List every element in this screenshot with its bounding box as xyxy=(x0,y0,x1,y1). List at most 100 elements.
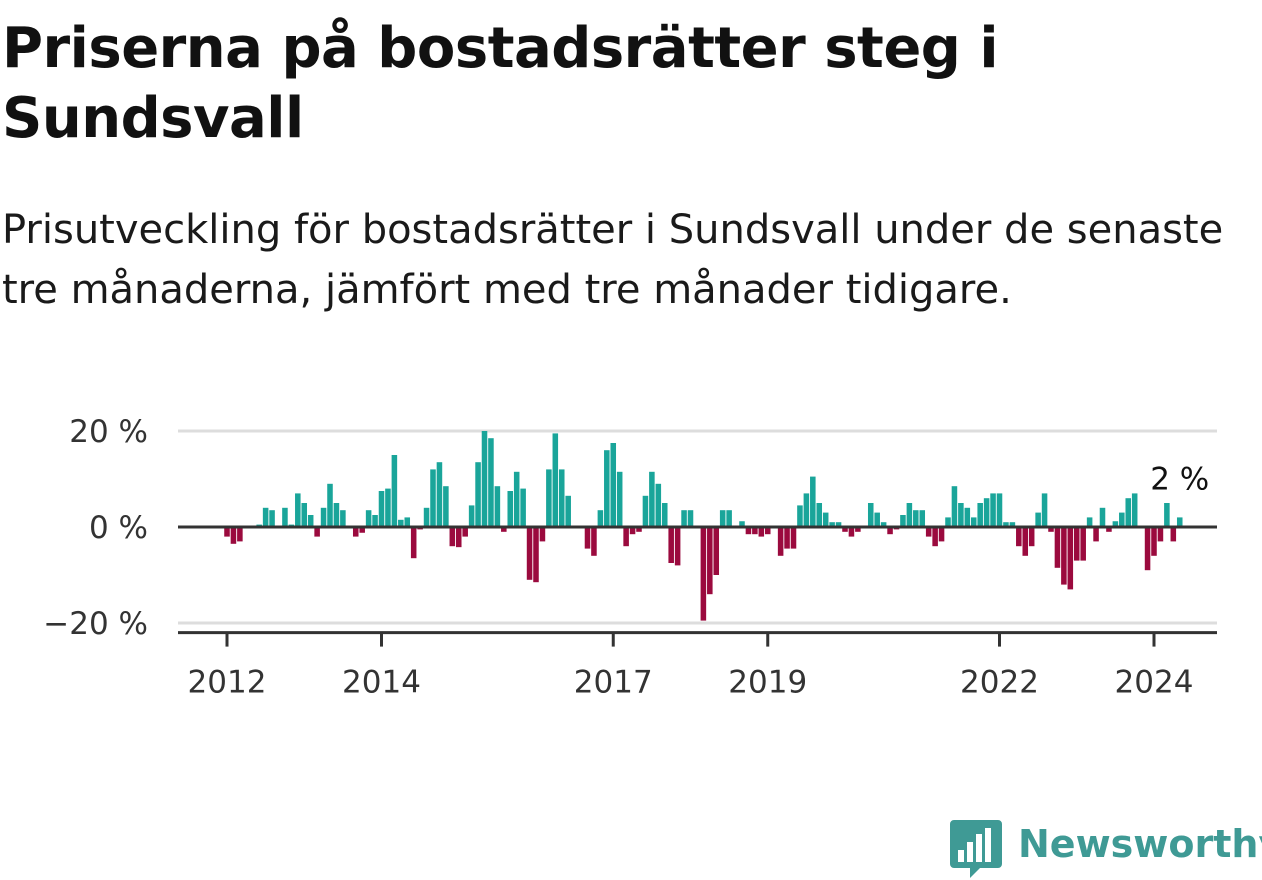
bar xyxy=(410,527,417,559)
bar xyxy=(623,527,629,547)
bar xyxy=(1119,512,1125,527)
y-tick-label: −20 % xyxy=(43,606,148,642)
bar xyxy=(1035,512,1041,527)
bar xyxy=(1028,527,1035,547)
bar xyxy=(707,527,713,595)
bar xyxy=(301,503,308,527)
bar xyxy=(430,469,436,527)
bar xyxy=(591,527,597,556)
bar xyxy=(713,527,720,575)
bar xyxy=(958,503,964,527)
bar xyxy=(391,455,398,527)
bar xyxy=(758,527,765,537)
bar xyxy=(842,527,848,532)
bar xyxy=(340,510,346,527)
bar xyxy=(526,527,533,580)
bar xyxy=(1061,527,1067,585)
bar xyxy=(443,486,449,527)
bar xyxy=(1106,527,1112,532)
bar xyxy=(900,515,906,527)
bar xyxy=(925,527,932,537)
bar xyxy=(1144,527,1151,571)
logo-text: Newsworthy xyxy=(1018,822,1262,866)
bar xyxy=(996,493,1003,527)
bar xyxy=(295,493,301,527)
bar xyxy=(423,507,430,527)
bar xyxy=(687,510,694,527)
bar xyxy=(372,515,378,527)
bar xyxy=(668,527,674,563)
bar xyxy=(964,507,971,527)
bar xyxy=(597,510,604,527)
x-tick-label: 2019 xyxy=(728,665,807,701)
bar xyxy=(674,527,681,566)
bar xyxy=(230,527,237,544)
bar xyxy=(983,498,990,527)
bar xyxy=(616,471,623,527)
bar xyxy=(649,471,655,527)
bar xyxy=(867,503,874,527)
bar xyxy=(378,491,385,527)
bar xyxy=(552,433,559,527)
bar xyxy=(333,503,340,527)
bar xyxy=(481,431,488,527)
bar xyxy=(977,503,983,527)
bar xyxy=(1003,522,1009,527)
bar xyxy=(642,495,649,527)
bar xyxy=(1016,527,1022,547)
bar xyxy=(436,462,443,527)
bar xyxy=(822,512,829,527)
chart-title: Priserna på bostadsrätter steg i Sundsva… xyxy=(2,16,999,151)
bar xyxy=(816,503,823,527)
bar xyxy=(488,438,494,527)
bar xyxy=(1041,493,1048,527)
bar xyxy=(1170,527,1177,542)
bar xyxy=(829,522,835,527)
bar xyxy=(494,486,501,527)
bar xyxy=(475,462,481,527)
bar xyxy=(803,493,810,527)
bar xyxy=(1151,527,1157,556)
bar xyxy=(932,527,938,547)
bar xyxy=(661,503,668,527)
bar xyxy=(307,515,314,527)
bar xyxy=(1086,517,1093,527)
axis-layer: 20 % 0 % −20 % 2012 2014 2017 2019 2022 2024 2 % xyxy=(43,414,1217,701)
bar xyxy=(1093,527,1099,542)
bar xyxy=(745,527,752,535)
bar xyxy=(327,483,333,527)
bar xyxy=(719,510,726,527)
bar xyxy=(1164,503,1170,527)
bar xyxy=(848,527,855,537)
chart-subtitle: Prisutveckling för bostadsrätter i Sunds… xyxy=(2,207,1224,313)
bar xyxy=(501,527,507,532)
bar xyxy=(777,527,784,556)
bar xyxy=(1054,527,1061,568)
bar xyxy=(681,510,687,527)
bar xyxy=(533,527,539,583)
bar xyxy=(449,527,456,547)
bar xyxy=(352,527,359,537)
bar xyxy=(282,507,288,527)
bar xyxy=(700,527,707,621)
x-tick-label: 2024 xyxy=(1115,665,1194,701)
bar xyxy=(404,517,411,527)
bar xyxy=(880,522,887,527)
bar xyxy=(835,522,842,527)
x-tick-label: 2014 xyxy=(342,665,421,701)
bar xyxy=(855,527,861,532)
bar xyxy=(752,527,758,535)
bar xyxy=(655,483,662,527)
bar xyxy=(558,469,565,527)
bar xyxy=(1099,507,1106,527)
bar xyxy=(1080,527,1086,561)
bar xyxy=(1157,527,1164,542)
bar xyxy=(1125,498,1132,527)
bar xyxy=(629,527,636,535)
bar xyxy=(314,527,320,537)
x-tick-label: 2012 xyxy=(188,665,267,701)
bar xyxy=(951,486,958,527)
bar xyxy=(385,488,391,527)
bar xyxy=(945,517,951,527)
